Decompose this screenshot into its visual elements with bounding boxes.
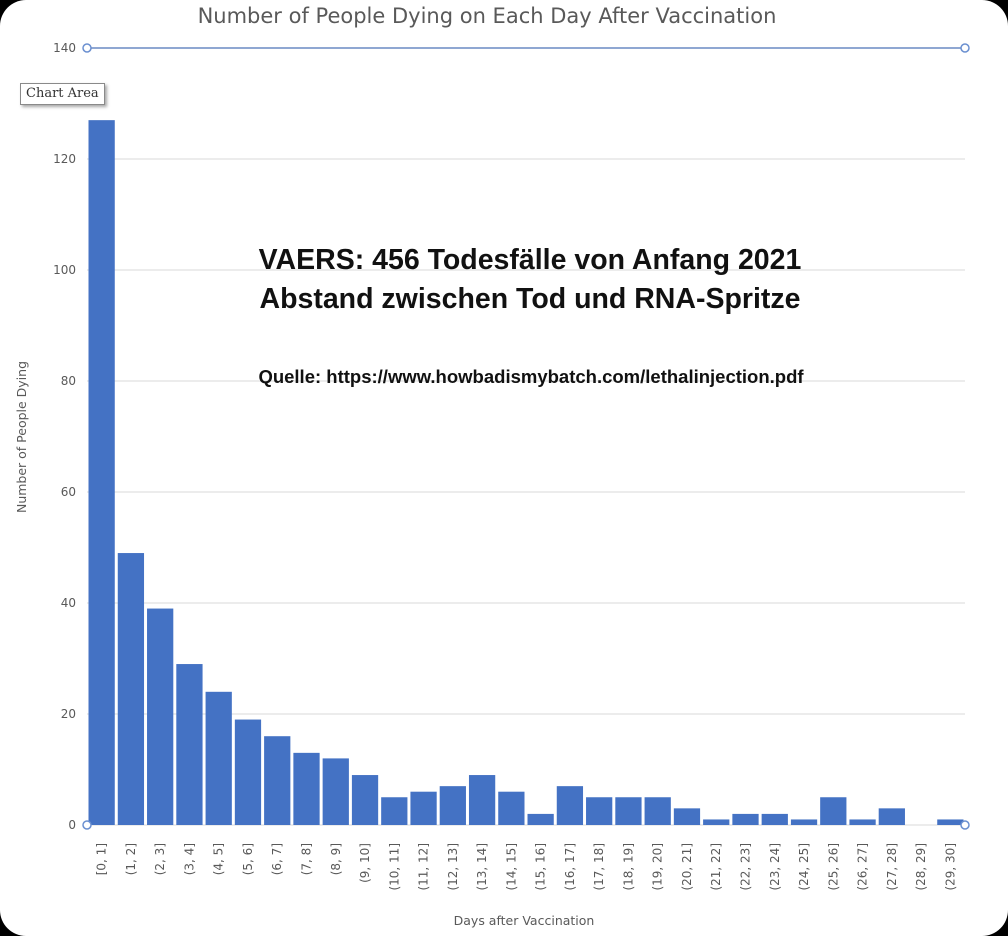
bar [439,786,466,825]
x-tick-label: (28, 29] [914,843,928,891]
x-tick-label: (15, 16] [534,843,548,891]
bar [527,813,554,825]
x-tick-label: (16, 17] [563,843,577,891]
x-tick-label: (2, 3] [153,843,167,875]
bar [761,813,788,825]
resize-handle[interactable] [82,43,92,53]
gridlines [87,47,965,826]
y-tick-label: 120 [53,152,76,166]
x-tick-label: (1, 2] [124,843,138,875]
y-tick-label: 40 [61,596,76,610]
x-tick-label: (17, 18] [592,843,606,891]
y-tick-label: 20 [61,707,76,721]
y-axis-title: Number of People Dying [14,361,29,513]
resize-handle[interactable] [82,820,92,830]
resize-handle[interactable] [960,820,970,830]
bars [88,120,964,825]
bar [849,819,876,825]
bar [673,808,701,825]
bar [878,808,905,825]
x-tick-label: (19, 20] [651,843,665,891]
annotation-source: Quelle: https://www.howbadismybatch.com/… [258,366,804,387]
bar [820,797,847,825]
bar [88,120,115,825]
bar [644,797,671,825]
x-tick-label: (14, 15] [504,843,518,891]
chart-area-tooltip: Chart Area [20,83,105,105]
x-tick-label: (26, 27] [856,843,870,891]
y-tick-label: 140 [53,41,76,55]
resize-handle[interactable] [960,43,970,53]
x-tick-label: (5, 6] [241,843,255,875]
x-tick-label: (9, 10] [358,843,372,883]
bar [586,797,613,825]
y-tick-label: 0 [68,818,76,832]
bar [293,752,320,825]
bar [205,691,232,825]
annotation-line-1: VAERS: 456 Todesfälle von Anfang 2021 [259,244,802,276]
x-tick-label: (22, 23] [739,843,753,891]
bar [117,553,145,825]
bar [322,758,349,825]
x-axis-title: Days after Vaccination [454,913,595,928]
x-tick-label: (10, 11] [387,843,401,891]
x-tick-label: (7, 8] [300,843,314,875]
x-tick-label: (23, 24] [768,843,782,891]
annotation-line-2: Abstand zwischen Tod und RNA-Spritze [260,283,801,315]
x-tick-label: (20, 21] [680,843,694,891]
bar [498,791,525,825]
x-tick-label: (29, 30] [943,843,957,891]
x-tick-labels: [0, 1] (1, 2] (2, 3] (3, 4] (4, 5] (5, 6] (6, … [95,843,958,891]
x-tick-label: (21, 22] [709,843,723,891]
x-tick-label: (6, 7] [270,843,284,875]
y-tick-label: 100 [53,263,76,277]
x-tick-label: (11, 12] [417,843,431,891]
x-tick-label: (4, 5] [212,843,226,875]
bar [790,819,818,825]
bar [147,608,174,825]
y-tick-label: 60 [61,485,76,499]
y-tick-labels: 0 20 40 60 80 100 120 140 [53,41,76,832]
x-tick-label: (12, 13] [446,843,460,891]
bar [410,791,437,825]
bar [703,819,730,825]
bar [556,786,584,825]
bar [937,819,964,825]
bar [351,775,379,825]
bar [468,775,496,825]
x-tick-label: [0, 1] [95,843,109,875]
selection-handles[interactable] [82,43,970,830]
x-tick-label: (27, 28] [885,843,899,891]
bar [264,736,291,825]
bar [615,797,642,825]
x-tick-label: (18, 19] [621,843,635,891]
x-tick-label: (8, 9] [329,843,343,875]
x-tick-label: (13, 14] [475,843,489,891]
bar [732,813,759,825]
x-tick-label: (25, 26] [826,843,840,891]
bar [176,664,203,825]
y-tick-label: 80 [61,374,76,388]
bar [234,719,262,825]
x-tick-label: (3, 4] [182,843,196,875]
bar [381,797,408,825]
chart-title: Number of People Dying on Each Day After… [198,4,777,28]
x-tick-label: (24, 25] [797,843,811,891]
